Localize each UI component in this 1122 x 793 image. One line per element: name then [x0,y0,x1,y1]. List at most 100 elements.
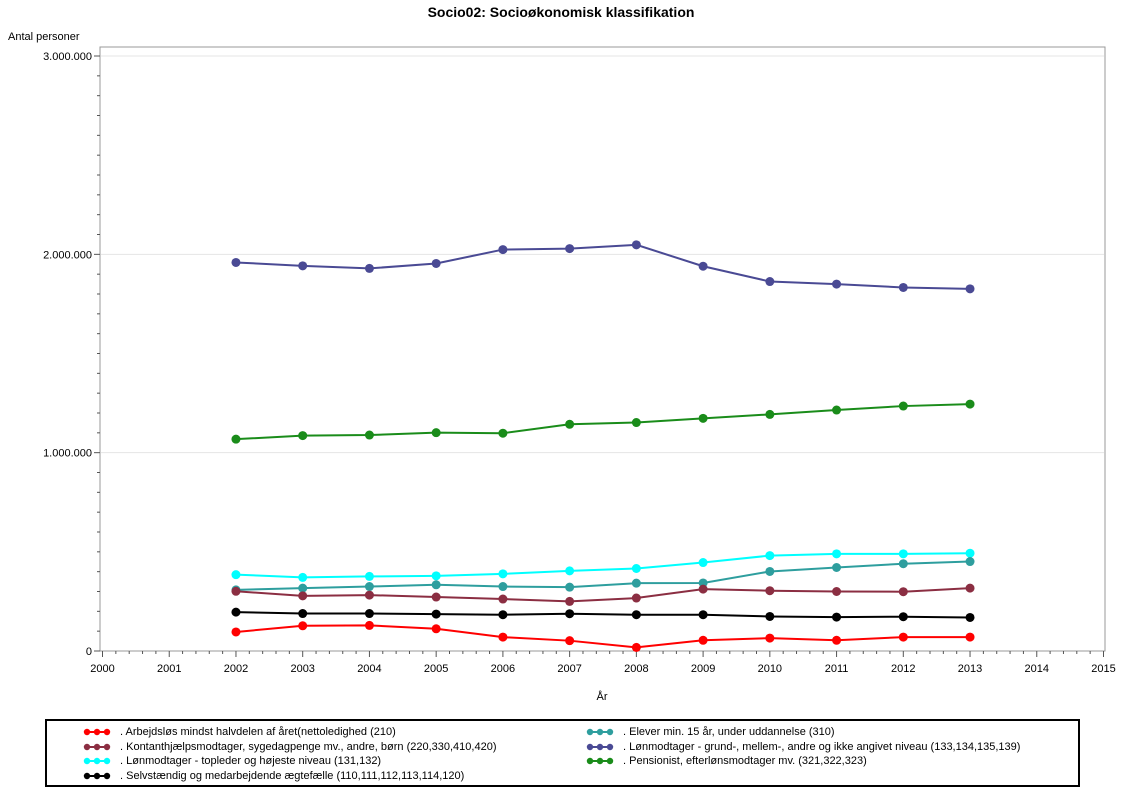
series-6 [231,399,975,444]
legend-marker-icon [83,729,111,736]
data-point [965,583,975,593]
data-point [364,620,374,630]
legend-item-label: . Elever min. 15 år, under uddannelse (3… [623,726,835,739]
data-point [765,611,775,621]
series-4 [231,557,975,595]
data-point [631,578,641,588]
data-point [231,434,241,444]
data-point [431,624,441,634]
x-tick-label: 2006 [491,663,515,675]
data-point [832,549,842,559]
legend-item: . Pensionist, efterlønsmodtager mv. (321… [585,754,1020,769]
x-tick-label: 2014 [1025,663,1049,675]
data-point [631,563,641,573]
data-point [765,586,775,596]
legend-item-label: . Arbejdsløs mindst halvdelen af året(ne… [120,726,396,739]
series-1 [231,583,975,606]
data-point [431,592,441,602]
data-point [565,419,575,429]
data-point [898,559,908,569]
chart-title: Socio02: Socioøkonomisk klassifikation [427,4,695,20]
series-5 [231,240,975,294]
x-tick-label: 2012 [891,663,915,675]
data-point [364,609,374,619]
data-point [965,632,975,642]
x-tick-label: 2000 [90,663,114,675]
x-tick-label: 2005 [424,663,448,675]
data-point [364,582,374,592]
y-gridlines [101,55,1104,454]
data-point [565,596,575,606]
data-point [832,405,842,415]
x-tick-label: 2010 [758,663,782,675]
data-point [631,240,641,250]
data-point [298,431,308,441]
data-point [898,587,908,597]
data-point [298,609,308,619]
x-tick-label: 2004 [357,663,381,675]
data-point [898,632,908,642]
data-point [631,610,641,620]
legend-item: . Arbejdsløs mindst halvdelen af året(ne… [82,725,497,740]
series-0 [231,620,975,652]
x-tick-label: 2007 [557,663,581,675]
data-point [498,632,508,642]
legend-marker-icon [586,758,614,765]
data-point [631,593,641,603]
data-point [498,582,508,592]
x-tick-label: 2003 [290,663,314,675]
plot-frame [99,46,1106,652]
data-point [698,584,708,594]
data-point [231,586,241,596]
x-tick-label: 2013 [958,663,982,675]
data-point [898,282,908,292]
data-point [298,591,308,601]
data-point [498,245,508,255]
legend-column-right: . Elever min. 15 år, under uddannelse (3… [585,725,1020,769]
data-point [832,279,842,289]
y-tick-label: 2.000.000 [43,249,92,261]
data-point [965,612,975,622]
data-point [698,578,708,588]
y-ticks: 0 1.000.000 2.000.000 3.000.000 [43,51,100,658]
data-point [231,257,241,267]
y-tick-label: 3.000.000 [43,51,92,63]
data-point [498,594,508,604]
data-point [832,635,842,645]
data-point [965,557,975,567]
data-point [298,583,308,593]
data-point [565,582,575,592]
data-point [364,590,374,600]
x-tick-label: 2009 [691,663,715,675]
y-tick-label: 0 [86,646,92,658]
legend-item-label: . Pensionist, efterlønsmodtager mv. (321… [623,755,867,768]
data-point [765,551,775,561]
data-point [565,566,575,576]
data-point [965,284,975,294]
data-point [698,413,708,423]
legend-item: . Lønmodtager - topleder og højeste nive… [82,754,497,769]
x-tick-label: 2008 [624,663,648,675]
data-point [431,609,441,619]
data-point [631,418,641,428]
data-point [698,610,708,620]
y-axis-title: Antal personer [8,31,80,43]
data-point [832,587,842,597]
data-point [565,609,575,619]
legend-item: . Elever min. 15 år, under uddannelse (3… [585,725,1020,740]
series-3 [231,607,975,622]
legend-item-label: . Kontanthjælpsmodtager, sygedagpenge mv… [120,740,497,753]
data-point [498,569,508,579]
data-point [631,642,641,652]
chart-legend: . Arbejdsløs mindst halvdelen af året(ne… [45,719,1080,787]
data-point [431,580,441,590]
data-point [898,401,908,411]
data-point [231,627,241,637]
data-point [298,621,308,631]
x-tick-label: 2002 [224,663,248,675]
data-point [431,258,441,268]
x-tick-label: 2001 [157,663,181,675]
data-point [298,572,308,582]
legend-marker-icon [586,743,614,751]
legend-item: . Kontanthjælpsmodtager, sygedagpenge mv… [82,740,497,755]
